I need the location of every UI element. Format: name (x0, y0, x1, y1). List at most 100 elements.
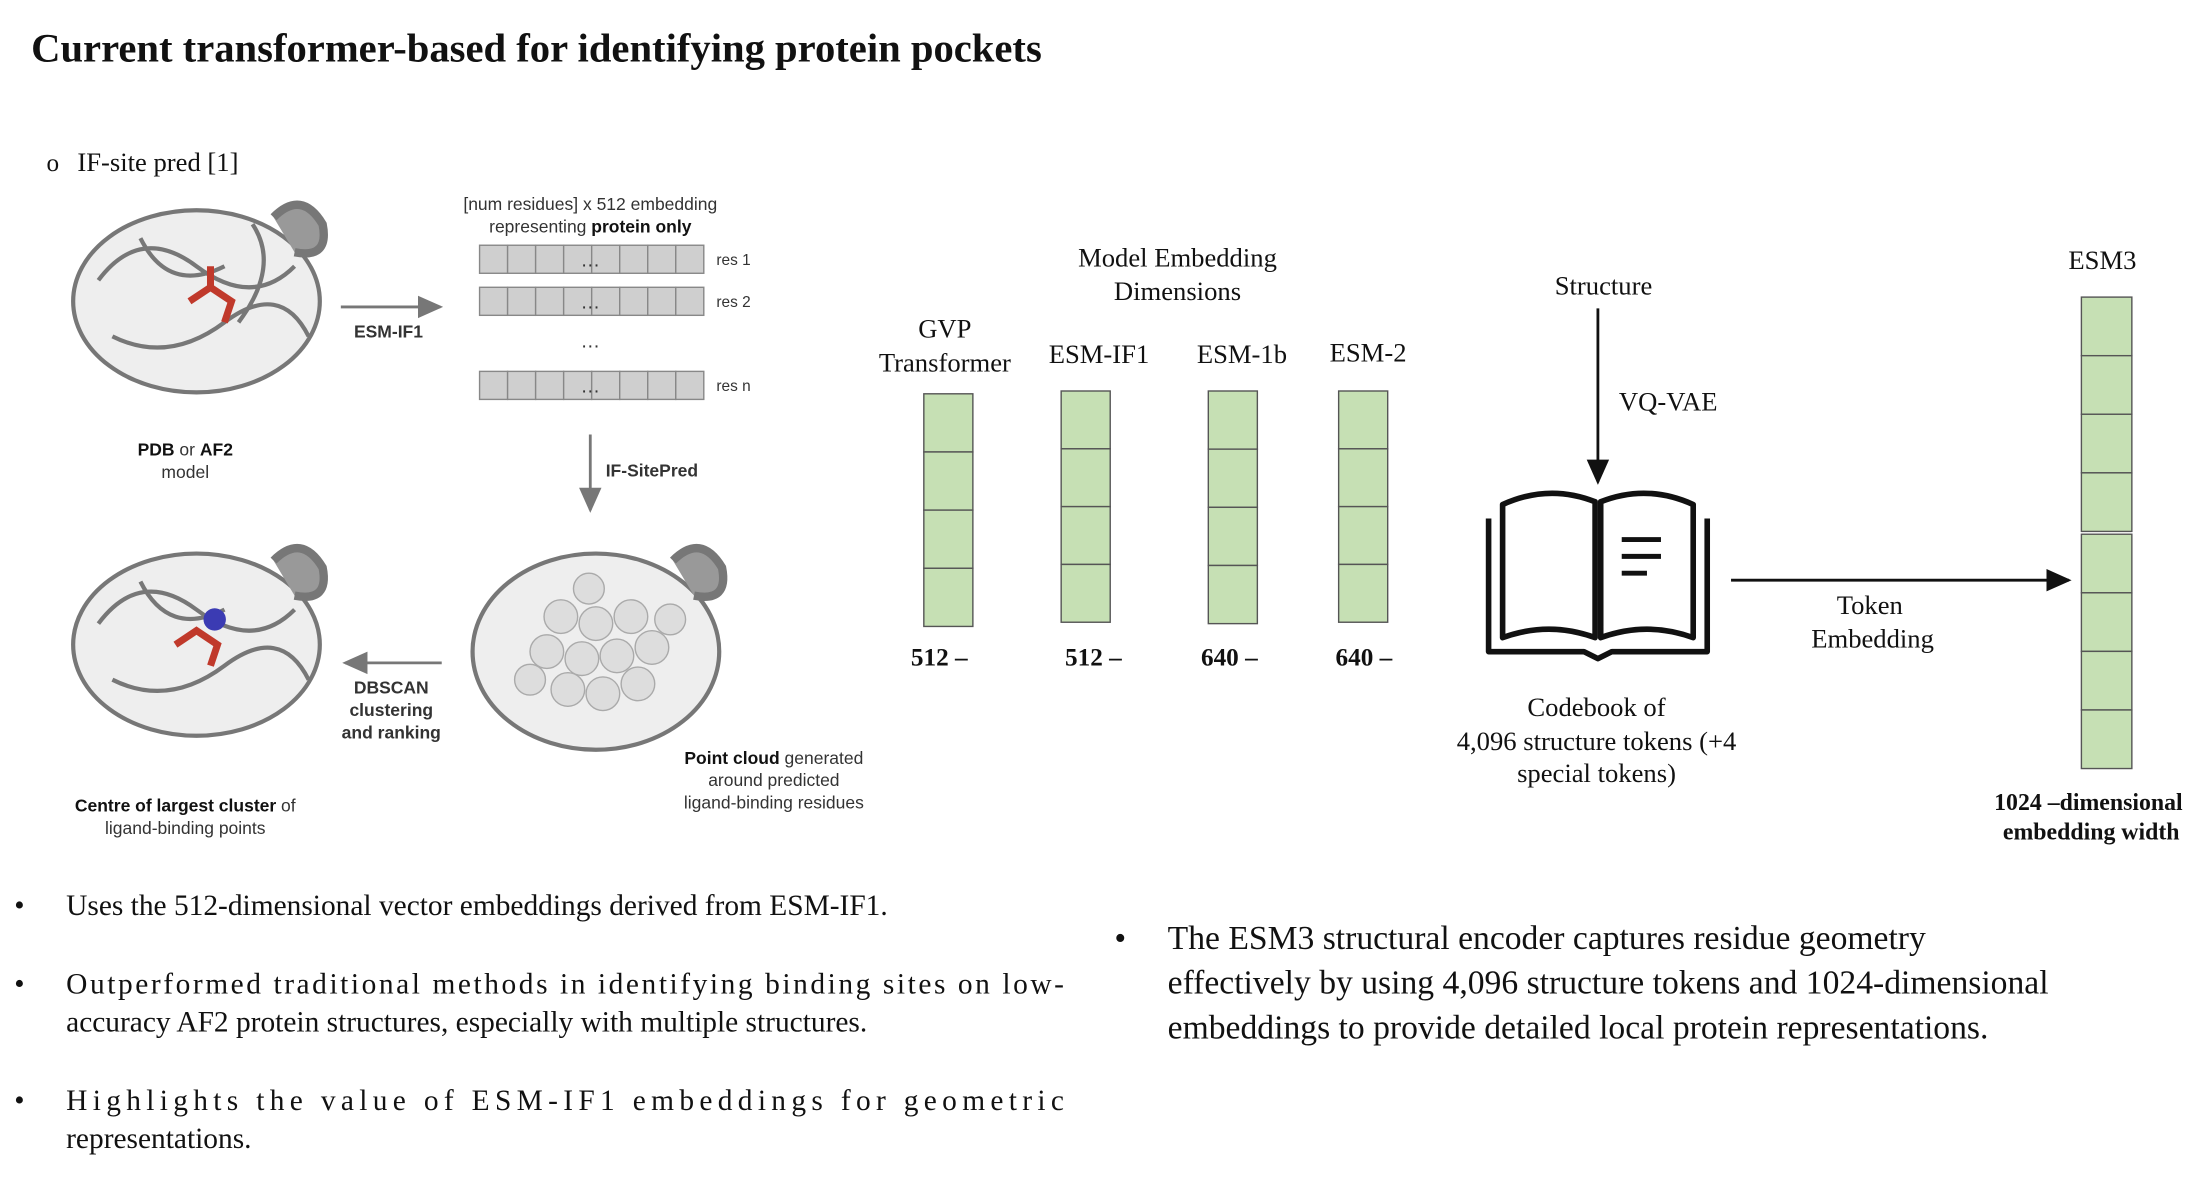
bullet-dot: • (14, 1085, 24, 1117)
embedding-cell (1060, 390, 1111, 450)
cell (478, 286, 509, 317)
embedding-cell (1337, 390, 1389, 450)
cell (590, 370, 621, 401)
bullet-text: Outperformed traditional methods in iden… (66, 969, 1064, 1001)
codebook-caption: special tokens) (1517, 758, 1676, 788)
cell (647, 286, 677, 317)
arrow-label: clustering (349, 700, 433, 720)
row-label: res 1 (716, 252, 750, 269)
output-caption: Centre of largest cluster of (75, 795, 296, 815)
bullet-text: accuracy AF2 protein structures, especia… (66, 1006, 867, 1038)
cell (590, 244, 621, 274)
dims-title: Dimensions (1114, 276, 1241, 306)
esm3-figure: Structure VQ-VAE Codebook of 4,096 struc… (1457, 245, 2183, 845)
codebook-icon (1485, 490, 1711, 662)
embedding-cell (1207, 564, 1259, 625)
cell (619, 286, 649, 317)
row-label: res 2 (716, 294, 750, 311)
embedding-cell (923, 451, 974, 511)
cloud-caption: around predicted (708, 770, 839, 790)
embedding-cell (1207, 448, 1259, 509)
cloud-caption: ligand-binding residues (684, 793, 864, 813)
cell (534, 370, 565, 401)
protein-cloud (470, 543, 728, 752)
cell (506, 370, 537, 401)
model-name: ESM-IF1 (1049, 339, 1150, 369)
output-caption: ligand-binding points (105, 818, 266, 838)
heading: IF-site pred [1] (77, 147, 238, 177)
bullet-dot: • (14, 890, 24, 922)
bullet-text: embeddings to provide detailed local pro… (1168, 1009, 1989, 1046)
bullet-text: The ESM3 structural encoder captures res… (1168, 920, 1926, 957)
cell (647, 244, 677, 274)
model-name: GVP (918, 314, 971, 344)
embedding-cell (1060, 563, 1111, 623)
embedding-cell (923, 567, 974, 628)
embedding-cell (2080, 354, 2133, 415)
embedding-caption: representing protein only (489, 217, 692, 237)
codebook-caption: Codebook of (1527, 692, 1665, 722)
bullet-text: Highlights the value of ESM-IF1 embeddin… (66, 1085, 1064, 1117)
embedding-rows: … res 1 … res 2 … res n (478, 244, 751, 401)
embedding-cell (923, 393, 974, 453)
token-embedding-label: Token (1837, 590, 1903, 620)
cell (534, 244, 565, 274)
title: Current transformer-based for identifyin… (31, 26, 1042, 71)
esm3-column (2080, 296, 2133, 770)
bullet-text: Uses the 512-dimensional vector embeddin… (66, 890, 888, 922)
embedding-cell (2080, 296, 2133, 357)
model-name: Transformer (879, 347, 1011, 377)
caption-text: representing (489, 217, 591, 237)
caption-bold: AF2 (200, 439, 233, 459)
embedding-cell (1337, 505, 1389, 566)
structure-label: Structure (1555, 270, 1653, 300)
cell (675, 244, 705, 274)
caption-bold: Point cloud (684, 748, 779, 768)
embedding-cell (1337, 448, 1389, 508)
cell (562, 370, 593, 401)
cell (534, 286, 565, 317)
embedding-cell (1060, 505, 1111, 566)
embedding-cell (1207, 506, 1259, 567)
embedding-cell (2080, 709, 2133, 770)
bullet-dot: • (1114, 920, 1126, 957)
codebook-caption: 4,096 structure tokens (+4 (1457, 726, 1737, 756)
cell-dots: … (580, 249, 600, 271)
embedding-dims: Model Embedding Dimensions GVPTransforme… (879, 242, 1407, 671)
width-caption: 1024 –dimensional (1994, 790, 2183, 816)
bullet-text: representations. (66, 1123, 251, 1155)
embedding-cell (1207, 390, 1259, 450)
input-caption: PDB or AF2 (138, 439, 234, 459)
cell (675, 286, 705, 317)
protein-input (71, 200, 328, 395)
embedding-cell (2080, 533, 2133, 594)
bullet-dot: • (14, 969, 24, 1001)
cloud-caption: Point cloud generated (684, 748, 863, 768)
caption-text: or (175, 439, 200, 459)
embedding-cell (1337, 563, 1389, 623)
model-name: ESM-2 (1330, 338, 1407, 368)
arrow-label: and ranking (342, 723, 441, 743)
caption-text: of (276, 795, 296, 815)
cell (478, 244, 509, 274)
embedding-cell (2080, 413, 2133, 474)
embedding-cell (2080, 592, 2133, 653)
arrow-label: ESM-IF1 (354, 322, 423, 342)
embedding-cell (1060, 448, 1111, 508)
model-name: ESM-1b (1197, 339, 1287, 369)
dim-label: 640 – (1201, 645, 1258, 672)
cell (619, 244, 649, 274)
encoder-label: VQ-VAE (1619, 387, 1718, 417)
cell (647, 370, 677, 401)
caption-bold: Centre of largest cluster (75, 795, 276, 815)
embedding-cell (2080, 650, 2133, 711)
dim-label: 512 – (911, 645, 968, 672)
left-figure: o IF-site pred [1] [num residues] x 512 … (47, 147, 865, 838)
vertical-dots: … (580, 331, 600, 353)
protein-output (71, 543, 328, 738)
bullet-text: effectively by using 4,096 structure tok… (1168, 965, 2049, 1002)
cell (619, 370, 649, 401)
